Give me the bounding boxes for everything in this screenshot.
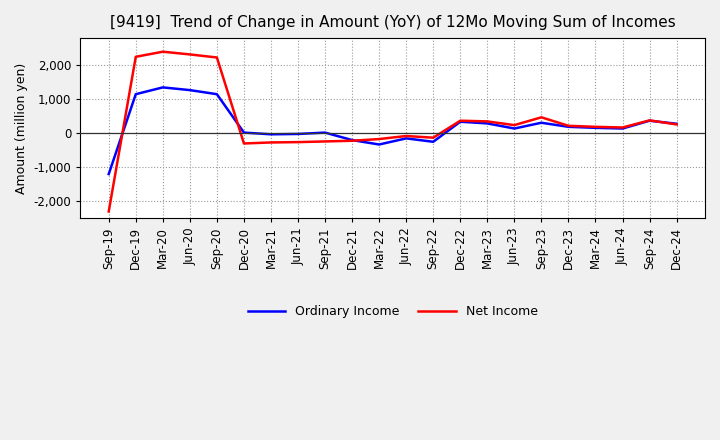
Net Income: [672, 122, 681, 127]
Net Income: [537, 115, 546, 120]
Net Income: [158, 49, 167, 55]
Net Income: [240, 141, 248, 146]
Ordinary Income: [645, 118, 654, 123]
Net Income: [483, 119, 492, 124]
Net Income: [348, 138, 356, 143]
Ordinary Income: [348, 137, 356, 143]
Net Income: [456, 118, 464, 123]
Y-axis label: Amount (million yen): Amount (million yen): [15, 62, 28, 194]
Net Income: [618, 125, 627, 130]
Line: Net Income: Net Income: [109, 52, 677, 212]
Net Income: [212, 55, 221, 60]
Ordinary Income: [591, 125, 600, 131]
Ordinary Income: [132, 92, 140, 97]
Net Income: [132, 54, 140, 59]
Net Income: [375, 136, 384, 142]
Legend: Ordinary Income, Net Income: Ordinary Income, Net Income: [243, 300, 543, 323]
Net Income: [510, 122, 518, 128]
Ordinary Income: [266, 132, 275, 137]
Net Income: [645, 118, 654, 123]
Ordinary Income: [104, 172, 113, 177]
Ordinary Income: [537, 120, 546, 125]
Ordinary Income: [618, 126, 627, 131]
Net Income: [320, 139, 329, 144]
Net Income: [266, 140, 275, 145]
Net Income: [402, 133, 410, 139]
Ordinary Income: [402, 136, 410, 141]
Net Income: [186, 52, 194, 57]
Ordinary Income: [294, 131, 302, 136]
Ordinary Income: [456, 119, 464, 125]
Net Income: [104, 209, 113, 214]
Ordinary Income: [186, 88, 194, 93]
Ordinary Income: [672, 121, 681, 126]
Net Income: [591, 124, 600, 129]
Ordinary Income: [483, 121, 492, 126]
Ordinary Income: [564, 124, 572, 129]
Ordinary Income: [510, 126, 518, 131]
Ordinary Income: [320, 130, 329, 135]
Net Income: [429, 135, 438, 140]
Ordinary Income: [158, 85, 167, 90]
Ordinary Income: [240, 130, 248, 135]
Line: Ordinary Income: Ordinary Income: [109, 88, 677, 174]
Ordinary Income: [375, 142, 384, 147]
Net Income: [294, 139, 302, 145]
Net Income: [564, 123, 572, 128]
Ordinary Income: [429, 139, 438, 144]
Title: [9419]  Trend of Change in Amount (YoY) of 12Mo Moving Sum of Incomes: [9419] Trend of Change in Amount (YoY) o…: [109, 15, 675, 30]
Ordinary Income: [212, 92, 221, 97]
